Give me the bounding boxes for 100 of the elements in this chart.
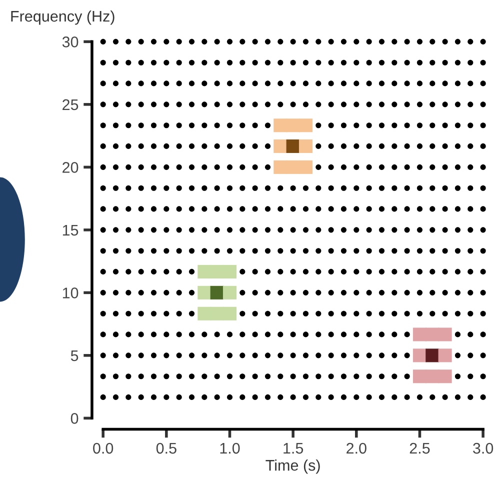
point <box>164 143 170 149</box>
point <box>150 332 157 338</box>
point <box>328 102 334 108</box>
point <box>430 227 436 233</box>
point <box>328 164 334 170</box>
point <box>176 164 182 170</box>
point <box>164 394 170 400</box>
point <box>442 60 448 66</box>
point <box>264 290 271 296</box>
point <box>176 374 182 380</box>
point <box>316 248 322 254</box>
point <box>416 248 423 254</box>
point <box>252 185 258 191</box>
point <box>328 290 334 296</box>
point <box>480 394 486 400</box>
point <box>138 268 144 274</box>
point <box>328 310 334 316</box>
point <box>150 102 157 108</box>
point <box>138 394 144 400</box>
point <box>302 352 309 358</box>
point <box>468 122 474 128</box>
point <box>150 185 157 191</box>
point <box>378 374 385 380</box>
point <box>340 352 347 358</box>
point <box>354 143 360 149</box>
point <box>468 164 474 170</box>
y-tick-label: 15 <box>62 224 78 236</box>
point <box>404 185 410 191</box>
point <box>226 394 233 400</box>
point <box>366 164 372 170</box>
point <box>138 227 144 233</box>
point <box>214 352 220 358</box>
point <box>138 38 144 44</box>
point <box>366 394 372 400</box>
point <box>126 164 132 170</box>
point <box>264 164 271 170</box>
point <box>198 264 212 278</box>
point <box>340 206 347 212</box>
point <box>278 185 284 191</box>
point <box>290 352 296 358</box>
point <box>290 310 296 316</box>
point <box>188 332 195 338</box>
point <box>340 394 347 400</box>
point <box>126 185 132 191</box>
point <box>100 352 106 358</box>
point <box>404 332 410 338</box>
point <box>188 248 195 254</box>
point <box>392 332 398 338</box>
point <box>240 310 246 316</box>
point <box>378 38 385 44</box>
point <box>164 332 170 338</box>
point <box>302 185 309 191</box>
point <box>214 60 220 66</box>
point <box>468 352 474 358</box>
point <box>392 143 398 149</box>
point <box>164 122 170 128</box>
point <box>340 227 347 233</box>
point <box>214 394 220 400</box>
point <box>430 206 436 212</box>
point <box>210 264 224 278</box>
point <box>416 185 423 191</box>
point <box>138 248 144 254</box>
point <box>202 394 208 400</box>
point <box>126 248 132 254</box>
point <box>442 143 448 149</box>
point <box>198 286 212 300</box>
point <box>150 310 157 316</box>
point <box>430 143 436 149</box>
point <box>442 290 448 296</box>
point <box>164 102 170 108</box>
point <box>468 310 474 316</box>
point <box>112 248 119 254</box>
point <box>416 290 423 296</box>
point <box>188 290 195 296</box>
point <box>214 38 220 44</box>
point <box>164 352 170 358</box>
point <box>328 248 334 254</box>
point <box>290 185 296 191</box>
point <box>176 122 182 128</box>
point <box>354 206 360 212</box>
point <box>354 227 360 233</box>
point <box>126 310 132 316</box>
point <box>112 227 119 233</box>
point <box>354 374 360 380</box>
point <box>126 374 132 380</box>
point <box>100 38 106 44</box>
point <box>412 328 426 342</box>
point <box>150 80 157 86</box>
point <box>392 80 398 86</box>
point <box>302 290 309 296</box>
point <box>302 332 309 338</box>
point <box>302 374 309 380</box>
point <box>112 352 119 358</box>
point <box>112 206 119 212</box>
point <box>468 185 474 191</box>
point <box>176 185 182 191</box>
point <box>100 394 106 400</box>
point <box>176 38 182 44</box>
point <box>138 310 144 316</box>
point <box>442 268 448 274</box>
